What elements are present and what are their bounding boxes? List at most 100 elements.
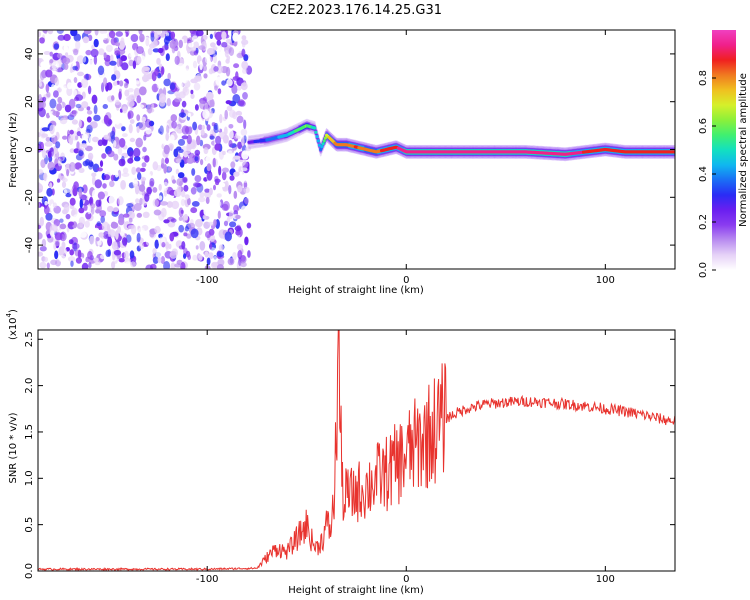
noise-speckle bbox=[45, 83, 50, 93]
noise-speckle bbox=[122, 106, 128, 114]
noise-speckle bbox=[112, 207, 119, 213]
noise-speckle bbox=[232, 32, 239, 42]
noise-speckle bbox=[209, 135, 215, 140]
noise-speckle bbox=[130, 34, 139, 42]
noise-speckle bbox=[200, 159, 204, 166]
noise-speckle bbox=[165, 241, 170, 249]
noise-speckle bbox=[180, 198, 186, 207]
noise-speckle bbox=[210, 261, 219, 269]
noise-speckle bbox=[123, 213, 130, 218]
noise-speckle bbox=[145, 38, 150, 47]
noise-speckle bbox=[159, 201, 168, 206]
noise-speckle bbox=[216, 251, 225, 258]
noise-speckle bbox=[110, 174, 115, 181]
noise-speckle bbox=[234, 225, 242, 232]
noise-speckle bbox=[44, 141, 53, 147]
noise-speckle bbox=[129, 119, 135, 124]
noise-speckle bbox=[107, 119, 113, 125]
noise-speckle bbox=[170, 218, 177, 223]
noise-speckle bbox=[90, 48, 99, 58]
noise-speckle bbox=[74, 162, 82, 170]
snr-y-multiplier: (x104) bbox=[5, 309, 19, 340]
noise-speckle bbox=[63, 33, 71, 42]
y-tick-label: -40 bbox=[24, 237, 35, 253]
noise-speckle bbox=[141, 162, 147, 168]
noise-speckle bbox=[91, 207, 95, 215]
noise-speckle bbox=[69, 249, 74, 256]
noise-speckle bbox=[65, 213, 71, 220]
noise-speckle bbox=[211, 122, 216, 127]
noise-speckle bbox=[89, 235, 95, 245]
noise-speckle bbox=[170, 31, 176, 40]
noise-speckle bbox=[197, 124, 203, 131]
noise-speckle bbox=[246, 222, 252, 229]
noise-speckle bbox=[173, 148, 179, 158]
noise-speckle bbox=[38, 143, 42, 153]
noise-speckle bbox=[202, 65, 207, 72]
noise-speckle bbox=[95, 209, 101, 214]
noise-speckle bbox=[203, 147, 209, 155]
noise-speckle bbox=[63, 203, 70, 214]
noise-speckle bbox=[161, 45, 169, 51]
noise-speckle bbox=[142, 66, 150, 71]
noise-speckle bbox=[97, 139, 104, 147]
noise-speckle bbox=[142, 211, 150, 218]
y-tick-label: 2.5 bbox=[24, 331, 35, 347]
noise-speckle bbox=[232, 252, 237, 261]
noise-speckle bbox=[80, 78, 89, 88]
noise-speckle bbox=[213, 184, 216, 191]
noise-speckle bbox=[57, 34, 65, 41]
svg-text:(x104): (x104) bbox=[5, 309, 19, 340]
noise-speckle bbox=[187, 197, 191, 206]
noise-speckle bbox=[75, 257, 82, 264]
noise-speckle bbox=[106, 82, 113, 91]
noise-speckle bbox=[138, 86, 147, 96]
noise-speckle bbox=[69, 129, 74, 135]
noise-speckle bbox=[76, 55, 85, 64]
noise-speckle bbox=[229, 109, 236, 118]
noise-speckle bbox=[53, 43, 60, 50]
noise-speckle bbox=[191, 201, 200, 207]
noise-speckle bbox=[105, 249, 111, 257]
noise-speckle bbox=[118, 258, 125, 263]
noise-speckle bbox=[46, 262, 50, 269]
noise-speckle bbox=[86, 110, 93, 115]
noise-speckle bbox=[142, 146, 147, 153]
noise-speckle bbox=[93, 257, 99, 262]
noise-speckle bbox=[109, 180, 115, 188]
noise-speckle bbox=[144, 193, 150, 202]
noise-speckle bbox=[72, 110, 78, 115]
noise-speckle bbox=[177, 63, 185, 69]
noise-speckle bbox=[117, 189, 123, 197]
noise-speckle bbox=[53, 90, 59, 98]
noise-speckle bbox=[93, 104, 98, 115]
noise-speckle bbox=[183, 151, 188, 158]
noise-speckle bbox=[57, 158, 62, 167]
noise-speckle bbox=[205, 156, 211, 163]
noise-speckle bbox=[178, 39, 183, 49]
noise-speckle bbox=[59, 117, 68, 125]
noise-speckle bbox=[91, 44, 95, 50]
noise-speckle bbox=[198, 254, 203, 261]
noise-speckle bbox=[182, 86, 190, 96]
noise-speckle bbox=[65, 52, 69, 57]
noise-speckle bbox=[236, 243, 244, 251]
noise-speckle bbox=[188, 261, 195, 269]
snr-panel: -100 0 100 0.0 0.5 1.0 1.5 2.0 2.5 Height of st… bbox=[5, 309, 676, 596]
noise-speckle bbox=[92, 136, 99, 143]
noise-speckle bbox=[119, 80, 124, 87]
noise-speckle bbox=[68, 98, 76, 109]
noise-speckle bbox=[156, 57, 161, 65]
spectrogram-panel: -100 0 100 -40 -20 0 20 40 Height of straight … bbox=[8, 29, 676, 296]
snr-y-label: SNR (10 * v/v) bbox=[8, 412, 19, 483]
noise-speckle bbox=[137, 104, 145, 109]
noise-speckle bbox=[38, 183, 44, 193]
noise-speckle bbox=[111, 74, 117, 81]
noise-speckle bbox=[225, 58, 230, 64]
noise-speckle bbox=[164, 35, 171, 41]
noise-speckle bbox=[165, 132, 169, 141]
y-tick-label: 20 bbox=[24, 95, 35, 108]
noise-speckle bbox=[149, 177, 155, 187]
noise-speckle bbox=[190, 89, 194, 95]
noise-speckle bbox=[217, 121, 221, 132]
